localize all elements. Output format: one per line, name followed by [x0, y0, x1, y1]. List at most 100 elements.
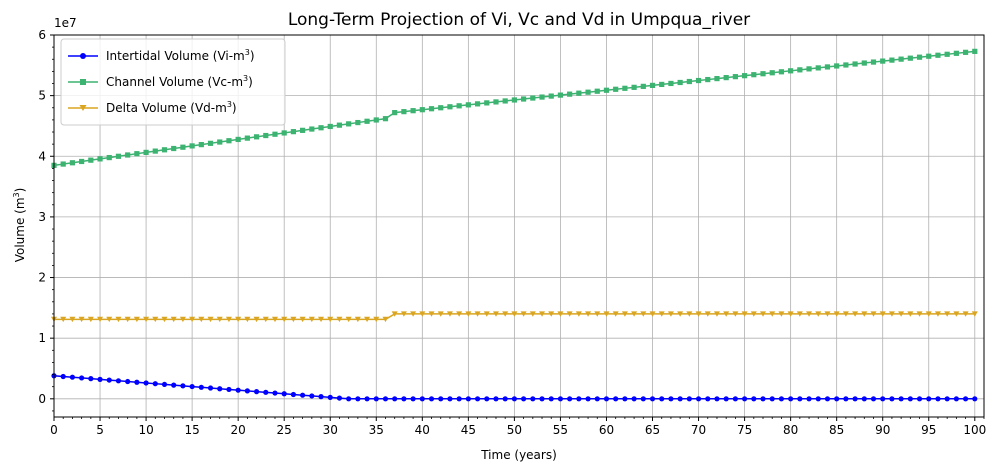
data-point-vd [861, 311, 868, 317]
data-point-vd [658, 311, 665, 317]
data-point-vc [530, 95, 536, 101]
data-point-vd [824, 311, 831, 317]
data-point-vi [171, 382, 177, 388]
data-point-vi [355, 396, 361, 402]
x-tick-label: 95 [921, 423, 936, 437]
data-point-vc [778, 69, 785, 75]
x-tick-label: 70 [691, 423, 706, 437]
data-point-vc [815, 65, 821, 71]
data-point-vd [769, 311, 776, 317]
data-point-vi [502, 396, 508, 402]
x-tick-label: 85 [829, 423, 844, 437]
data-point-vi [861, 396, 867, 402]
data-point-vd [483, 311, 490, 317]
data-point-vi [336, 395, 343, 401]
data-point-vd [879, 311, 886, 317]
y-tick-label: 3 [38, 210, 46, 224]
data-point-vi [60, 373, 66, 380]
data-point-vi [788, 396, 794, 402]
data-point-vc [281, 130, 287, 136]
data-point-vc [870, 59, 877, 65]
data-point-vc [824, 64, 831, 70]
data-point-vc [152, 148, 158, 154]
data-point-vi [106, 377, 112, 383]
data-point-vd [271, 316, 278, 323]
data-point-vd [318, 316, 325, 323]
data-point-vd [962, 311, 969, 317]
data-point-vd [760, 311, 767, 317]
data-point-vd [539, 311, 546, 317]
data-point-vc [603, 87, 610, 93]
series-vi [51, 373, 978, 402]
data-point-vd [152, 316, 159, 323]
data-point-vi [659, 396, 665, 402]
data-point-vc [521, 96, 527, 102]
data-point-vd [548, 311, 555, 317]
data-point-vi [161, 381, 168, 388]
data-point-vc [972, 48, 978, 54]
data-point-vd [189, 316, 196, 323]
data-point-vc [410, 108, 416, 114]
axes [53, 34, 985, 418]
data-point-vi [953, 396, 959, 402]
ticks: 0 5 10 15 20 25 30 35 40 45 50 55 60 65 70 75 80 85 90 95 10… [38, 28, 986, 437]
data-point-vi [695, 396, 702, 402]
data-point-vc [751, 72, 757, 78]
data-point-vc [300, 127, 306, 133]
data-point-vc [962, 49, 969, 55]
data-point-vi [474, 396, 481, 402]
data-point-vd [87, 316, 94, 323]
data-point-vc [760, 71, 766, 77]
data-point-vd [170, 316, 177, 323]
data-point-vd [262, 316, 269, 323]
y-axis-offset-label: 1e7 [54, 16, 77, 30]
data-point-vi [926, 396, 932, 402]
data-point-vd [207, 316, 214, 323]
data-point-vi [244, 388, 250, 394]
data-point-vd [925, 311, 932, 317]
x-tick-label: 50 [507, 423, 522, 437]
data-point-vi [723, 396, 729, 402]
data-point-vc [125, 152, 131, 158]
data-point-vi [125, 378, 131, 385]
data-point-vi [714, 396, 720, 402]
data-point-vd [511, 311, 518, 317]
data-point-vd [60, 316, 67, 323]
data-point-vi [410, 396, 416, 402]
data-point-vc [217, 139, 223, 145]
data-point-vi [944, 396, 950, 402]
data-point-vc [134, 151, 140, 157]
data-point-vi [778, 396, 785, 402]
data-point-vd [667, 311, 674, 317]
data-point-vc [613, 86, 619, 92]
data-point-vd [354, 316, 361, 323]
data-point-vc [806, 66, 812, 72]
data-point-vi [751, 396, 757, 402]
data-point-vi [585, 396, 591, 402]
data-point-vi [668, 396, 674, 402]
data-point-vi [962, 396, 969, 402]
data-point-vi [419, 396, 425, 402]
data-point-vd [336, 316, 343, 323]
y-tick-label: 5 [38, 89, 46, 103]
data-point-vd [364, 316, 371, 323]
series-layer [51, 48, 978, 402]
legend-entry-vc: Channel Volume (Vc-m3) [68, 74, 253, 89]
data-point-vc [493, 99, 499, 105]
data-point-vd [529, 311, 536, 317]
data-point-vc [843, 62, 849, 68]
data-point-vd [870, 311, 877, 317]
data-point-vc [732, 74, 738, 80]
data-point-vc [456, 103, 462, 109]
data-point-vi [180, 383, 186, 389]
x-tick-label: 30 [323, 423, 338, 437]
legend-label-vd: Delta Volume (Vd-m3) [106, 100, 237, 115]
data-point-vd [198, 316, 205, 323]
data-point-vc [935, 52, 941, 58]
data-point-vc [852, 61, 858, 67]
data-point-vd [833, 311, 840, 317]
data-point-vd [713, 311, 720, 317]
data-point-vi [880, 396, 886, 402]
data-point-vi [935, 396, 941, 402]
data-point-vc [548, 93, 554, 99]
